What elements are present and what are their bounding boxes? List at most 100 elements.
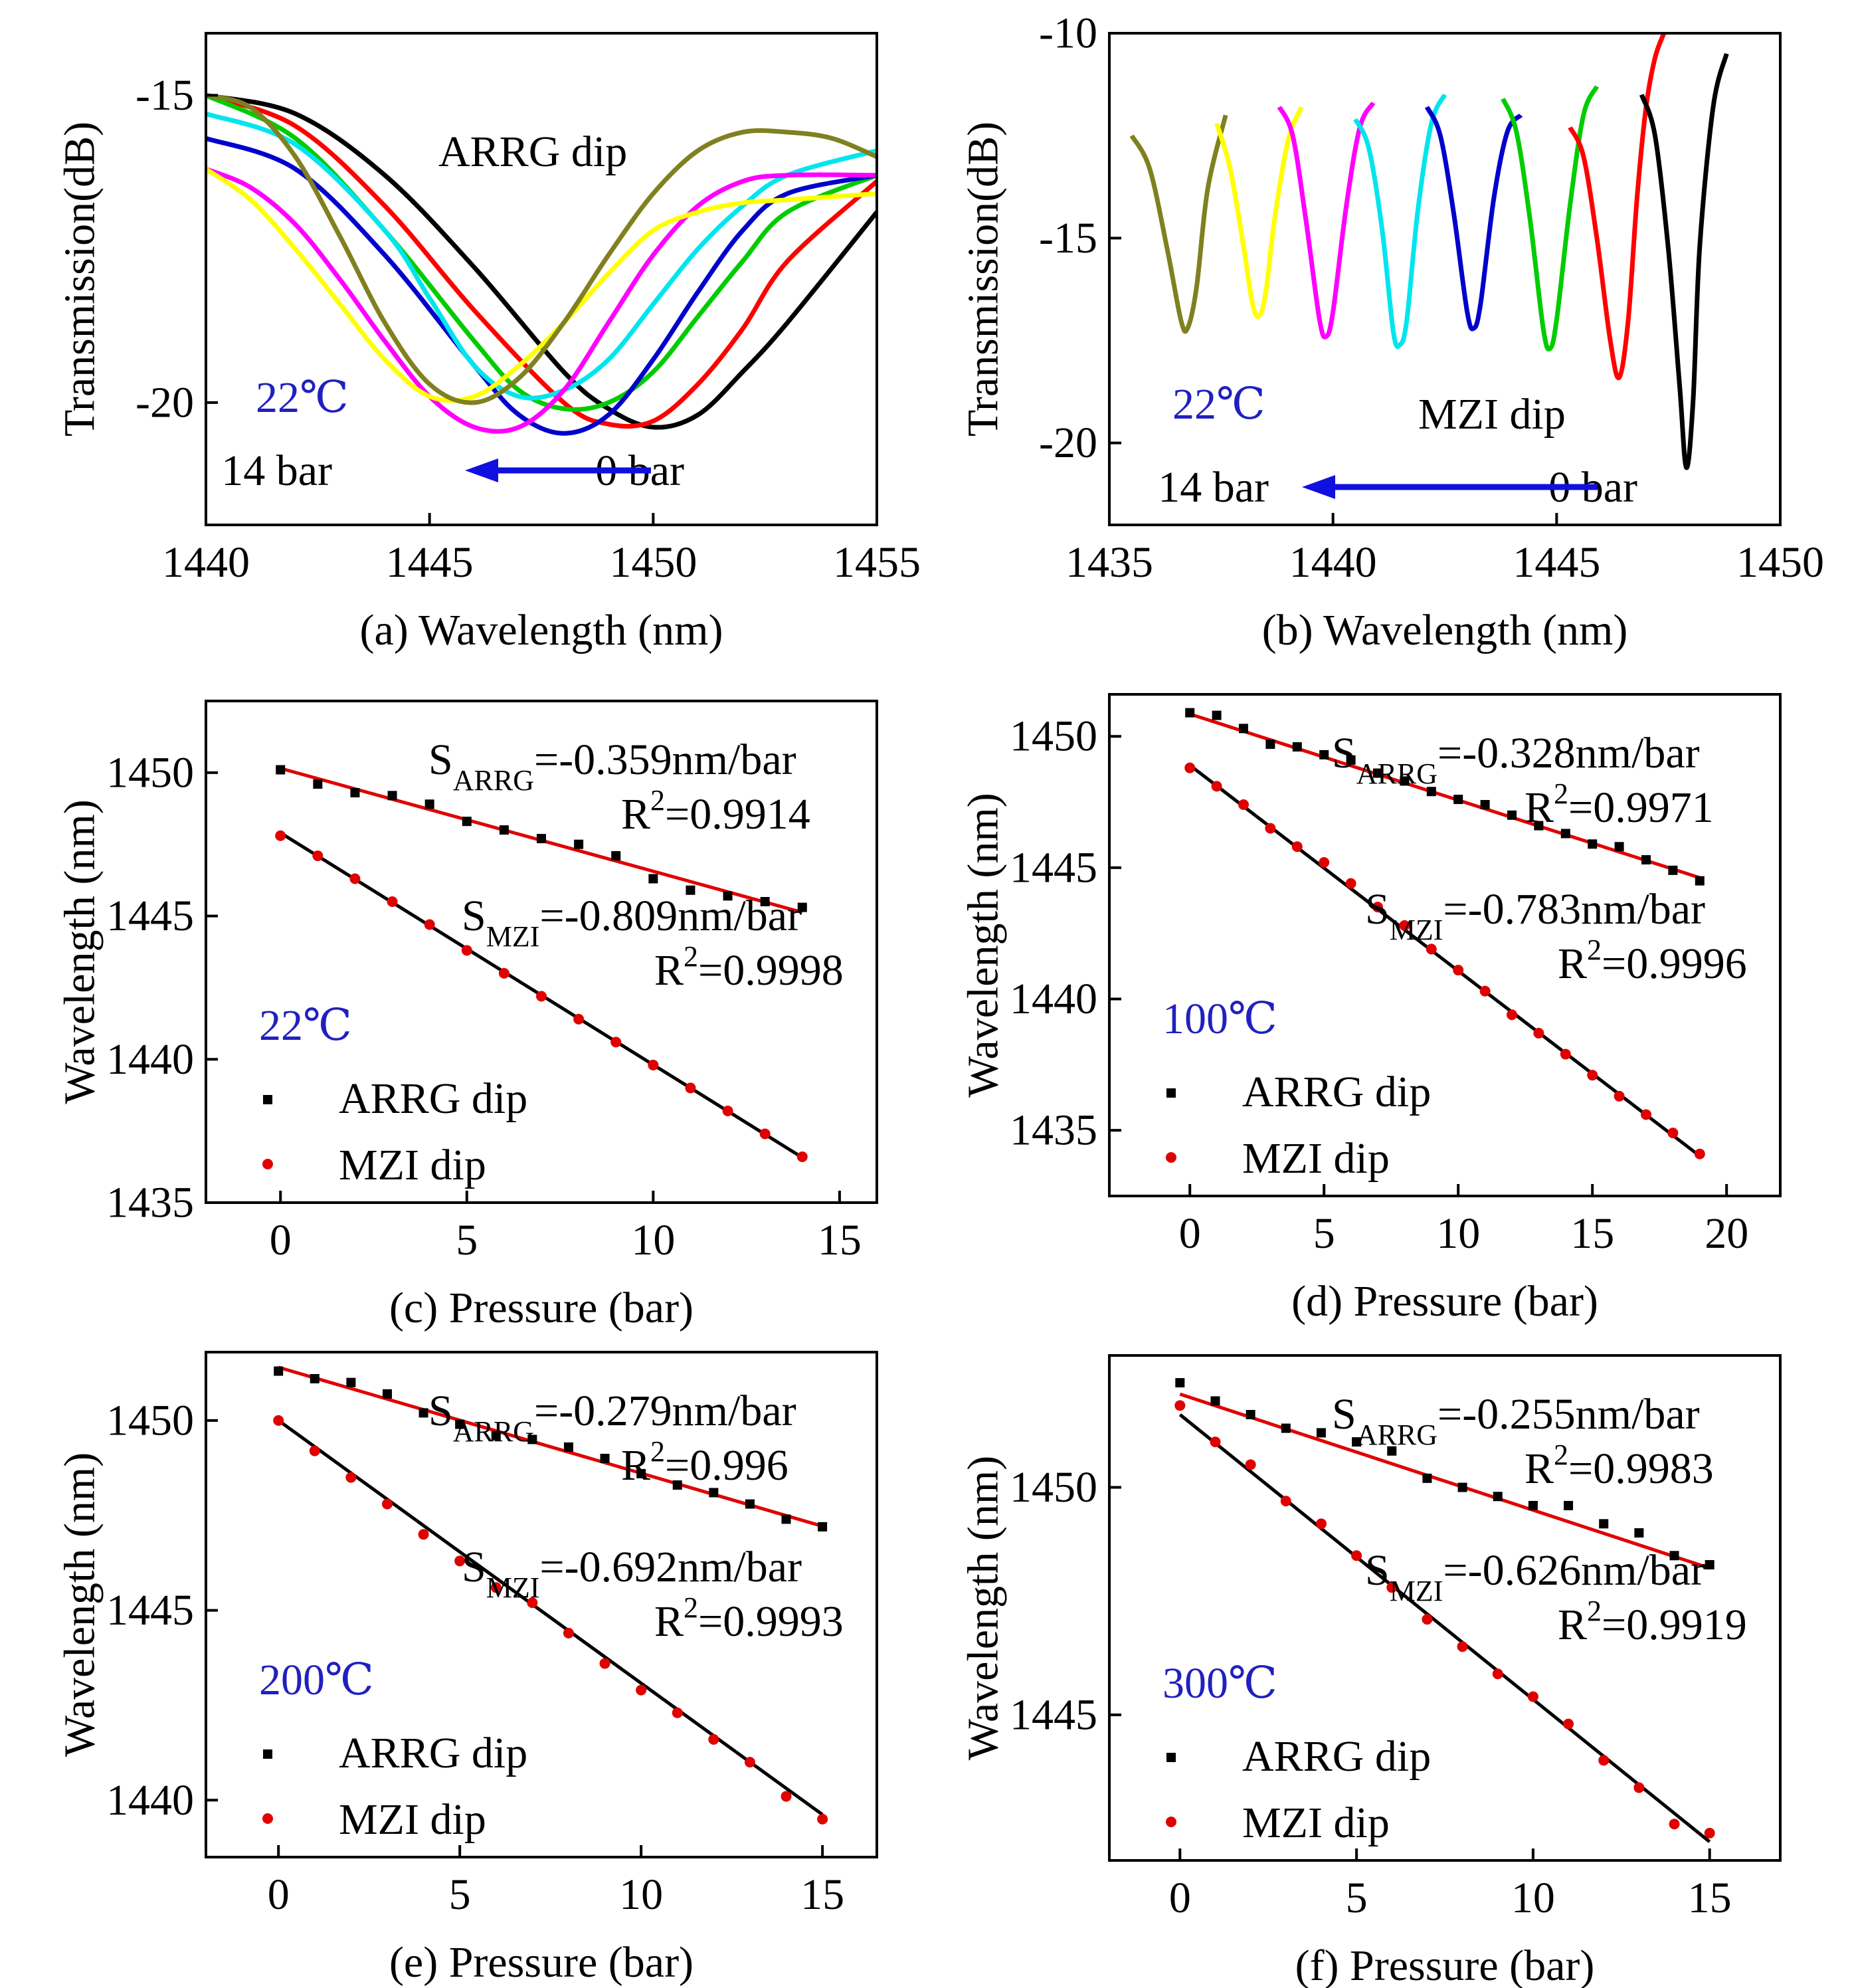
y-tick-label: 1450: [106, 748, 194, 797]
mzi-point: [563, 1627, 574, 1639]
mzi-r2-text: R2=0.9998: [654, 940, 844, 995]
mzi-point: [648, 1059, 659, 1070]
mzi-point: [636, 1684, 647, 1696]
x-tick-label: 0: [1179, 1209, 1201, 1258]
mzi-point: [490, 1582, 502, 1593]
arrg-point: [424, 799, 434, 809]
arrg-point: [1480, 800, 1490, 810]
arrg-r2-sup: 2: [650, 784, 665, 817]
mzi-s: S: [1365, 885, 1390, 934]
legend-mzi-label: MZI dip: [339, 1795, 486, 1844]
arrow-end-label: 14 bar: [1158, 463, 1269, 512]
legend-arrg-label: ARRG dip: [339, 1074, 527, 1123]
y-tick-label: 1440: [1010, 975, 1097, 1023]
mzi-slope-value: =-0.626nm/bar: [1443, 1546, 1705, 1595]
arrg-point: [672, 1480, 682, 1490]
mzi-point: [1426, 944, 1437, 955]
mzi-point: [418, 1529, 429, 1540]
mzi-point: [1479, 985, 1491, 997]
y-axis-label: Wavelength (nm): [56, 799, 104, 1104]
mzi-point: [461, 945, 472, 956]
arrg-r2-sup: 2: [1554, 1439, 1568, 1471]
y-tick-label: -15: [136, 71, 194, 120]
spectrum-line-8-bar: [206, 111, 877, 401]
arrg-point: [1210, 1396, 1220, 1406]
y-axis-label: Wavelength (nm): [959, 793, 1008, 1097]
x-tick-label: 1440: [1289, 538, 1377, 587]
arrg-slope-text: SARRG=-0.255nm/bar: [1332, 1390, 1700, 1451]
y-axis-label: Wavelength (nm): [959, 1456, 1008, 1760]
arrg-r2-value: =0.9983: [1568, 1444, 1714, 1493]
y-axis-label: Wavelength (nm): [56, 1452, 104, 1757]
temperature-label: 22℃: [1172, 380, 1265, 429]
legend-mzi-label: MZI dip: [1242, 1799, 1390, 1847]
y-tick-label: 1440: [106, 1776, 194, 1825]
arrg-point: [686, 885, 695, 895]
arrg-point: [1239, 724, 1248, 734]
x-tick-label: 10: [619, 1870, 663, 1919]
arrg-point: [1426, 787, 1436, 797]
x-tick-label: 0: [268, 1870, 290, 1919]
mzi-point: [1174, 1400, 1186, 1411]
arrg-point: [1668, 865, 1678, 875]
mzi-point: [1614, 1090, 1625, 1102]
arrg-r2-text: R2=0.9983: [1525, 1439, 1714, 1493]
arrg-point: [310, 1374, 320, 1383]
x-tick-label: 10: [1436, 1209, 1480, 1258]
x-tick-label: 15: [1688, 1874, 1732, 1922]
spectrum-line-14-bar: [206, 92, 877, 405]
mzi-s: S: [1365, 1546, 1390, 1595]
series-group: [206, 92, 877, 436]
arrg-point: [1534, 821, 1544, 831]
arrow-end-label: 14 bar: [221, 447, 332, 495]
mzi-point: [1667, 1128, 1679, 1139]
arrg-r: R: [1525, 1444, 1554, 1493]
arrg-point: [1634, 1528, 1644, 1538]
arrg-point: [611, 850, 621, 860]
mzi-point: [1245, 1459, 1256, 1470]
mzi-point: [1669, 1819, 1680, 1830]
mzi-point: [1399, 920, 1410, 931]
panel-caption: (e) Pressure (bar): [389, 1938, 694, 1987]
mzi-point: [1453, 965, 1464, 976]
mzi-point: [1598, 1755, 1610, 1766]
arrg-point: [527, 1435, 537, 1444]
arrg-r2-value: =0.9914: [665, 790, 810, 839]
arrg-point: [418, 1408, 428, 1418]
arrg-slope-value: =-0.359nm/bar: [534, 736, 796, 784]
panel-caption: (f) Pressure (bar): [1295, 1941, 1595, 1988]
mzi-point: [817, 1813, 828, 1825]
y-tick-label: 1450: [106, 1396, 194, 1444]
arrg-s: S: [1332, 1390, 1356, 1439]
spectrum-line-2-bar: [206, 93, 877, 429]
spectrum-line-0-bar: [1639, 52, 1729, 470]
x-tick-label: 1440: [162, 538, 250, 587]
spectrum-line-10-bar: [206, 167, 877, 434]
panel-d: 0 5 10 15 20 1435 1440 1445 1450 (d) Pressure (ba…: [959, 693, 1782, 1326]
arrg-point: [499, 825, 509, 835]
spectrum-line-14-bar: [1129, 114, 1228, 334]
mzi-r2-sup: 2: [684, 1591, 698, 1624]
plot-frame: [1108, 1354, 1782, 1862]
mzi-point: [345, 1472, 357, 1483]
arrg-s: S: [1332, 729, 1356, 777]
arrg-r: R: [1525, 783, 1554, 832]
arrg-r2-text: R2=0.996: [621, 1435, 788, 1490]
x-tick-label: 1445: [386, 538, 474, 587]
x-tick-label: 1445: [1513, 538, 1600, 587]
mzi-sub: MZI: [1390, 914, 1443, 946]
y-axis-label: Transmission(dB): [959, 122, 1008, 437]
arrg-point: [1641, 855, 1651, 865]
mzi-point: [1704, 1827, 1715, 1839]
mzi-r2-text: R2=0.9919: [1558, 1595, 1747, 1649]
mzi-point: [1492, 1668, 1503, 1680]
legend-arrg-marker: [263, 1749, 272, 1759]
arrg-slope-text: SARRG=-0.359nm/bar: [428, 736, 796, 797]
arrg-point: [313, 779, 323, 789]
panel-c: 0 5 10 15 1435 1440 1445 1450 (c) Pressure (bar)…: [56, 700, 878, 1332]
mzi-point: [1560, 1048, 1571, 1060]
mzi-point: [1641, 1109, 1651, 1120]
panel-caption: (a) Wavelength (nm): [360, 606, 723, 654]
mzi-slope-value: =-0.809nm/bar: [539, 892, 802, 940]
temperature-label: 300℃: [1162, 1659, 1277, 1708]
